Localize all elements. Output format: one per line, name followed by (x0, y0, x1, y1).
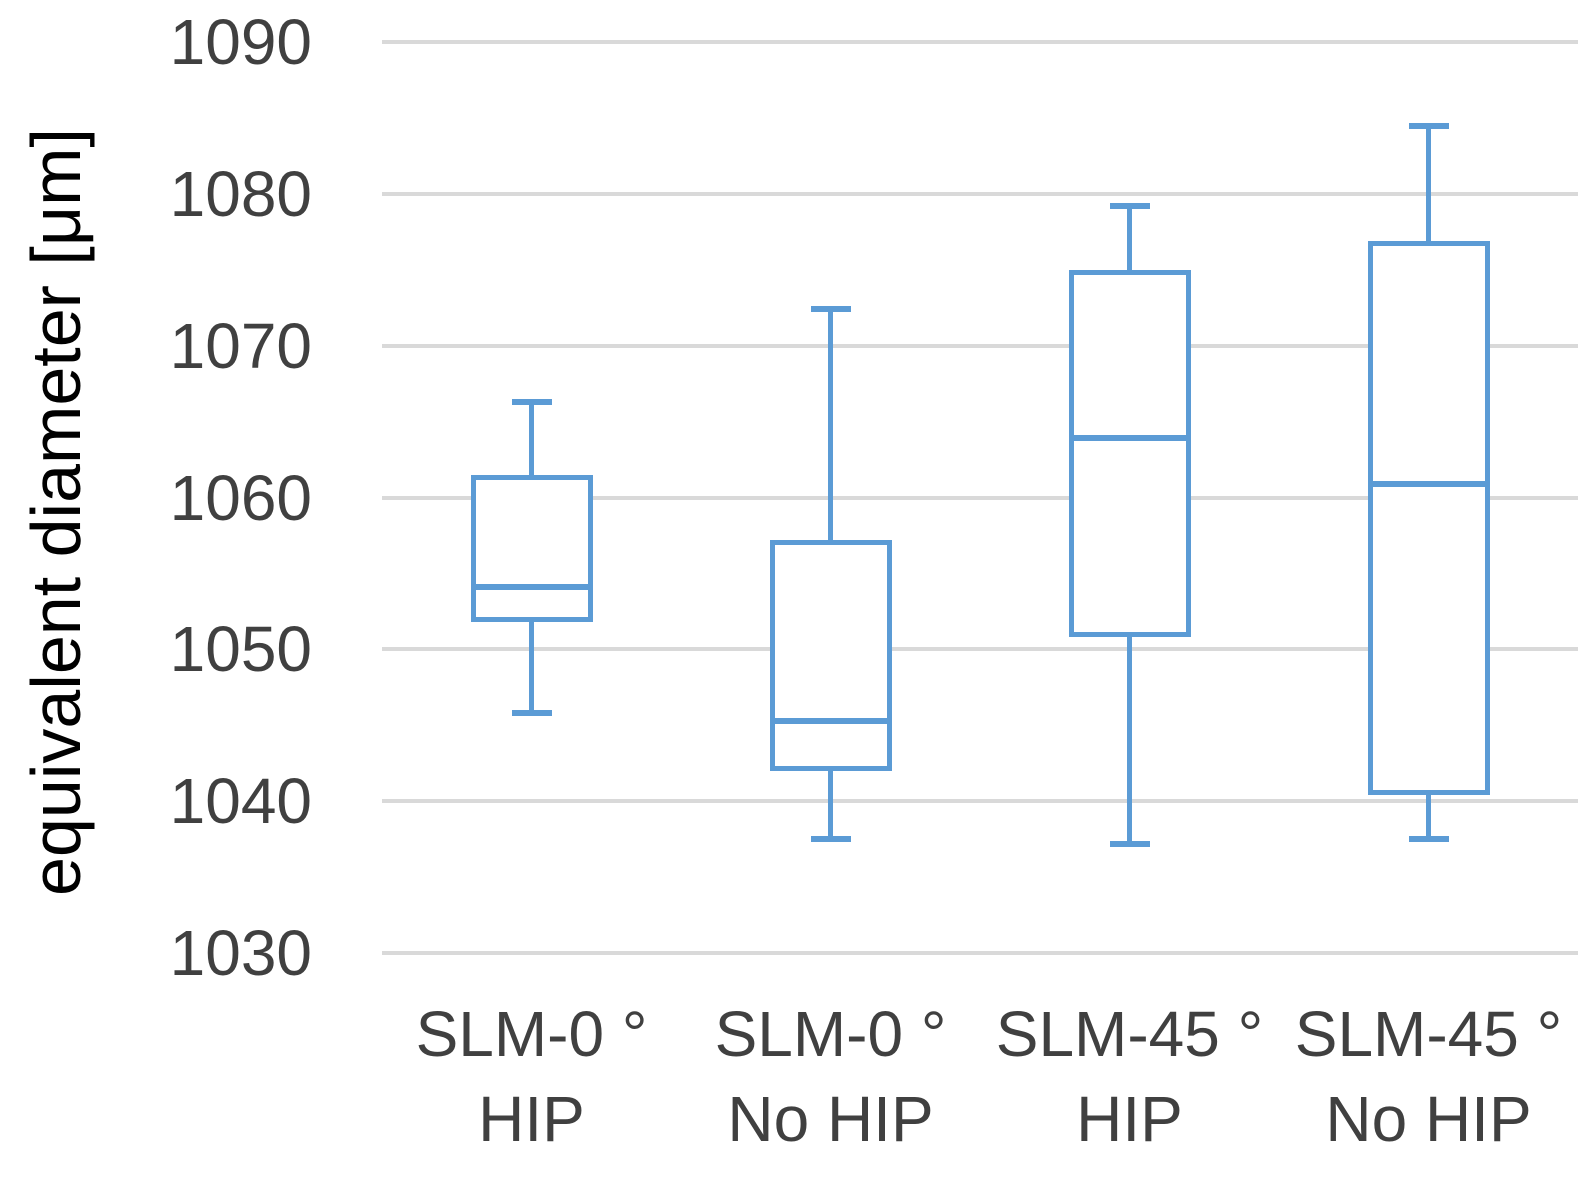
iqr-box (1068, 269, 1191, 638)
gridline-1090 (382, 40, 1578, 44)
gridline-1060 (382, 495, 1578, 500)
category-label-line2: No HIP (1325, 1083, 1532, 1155)
gridline-1030 (382, 951, 1578, 955)
category-label: SLM-45 ° No HIP (1209, 992, 1593, 1162)
category-label-line1: SLM-0 ° (714, 998, 947, 1070)
y-tick-label-1030: 1030 (169, 917, 312, 989)
whisker-stem-top (828, 309, 833, 540)
whisker-cap-bottom (810, 836, 851, 843)
iqr-box (1367, 240, 1490, 796)
whisker-cap-bottom (511, 710, 552, 717)
iqr-box (470, 474, 593, 622)
whisker-stem-bottom (529, 622, 534, 714)
iqr-box (769, 540, 892, 771)
y-tick-label-1040: 1040 (169, 765, 312, 838)
category-label-line2: HIP (1076, 1083, 1183, 1155)
y-tick-label-1070: 1070 (169, 309, 312, 382)
gridline-1040 (382, 799, 1578, 804)
median-line (1367, 480, 1490, 487)
category-label: SLM-45 ° HIP (910, 992, 1350, 1162)
whisker-stem-top (1127, 205, 1132, 270)
whisker-cap-bottom (1408, 836, 1449, 843)
y-tick-label-1080: 1080 (169, 157, 312, 230)
y-tick-label-1090: 1090 (169, 6, 312, 78)
whisker-stem-top (529, 401, 534, 475)
median-line (769, 717, 892, 724)
gridline-1070 (382, 343, 1578, 348)
whisker-stem-bottom (1127, 637, 1132, 844)
category-label-line2: HIP (478, 1083, 585, 1155)
median-line (1068, 435, 1191, 442)
gridline-1080 (382, 191, 1578, 196)
category-label-line2: No HIP (727, 1083, 934, 1155)
category-label-line1: SLM-45 ° (1294, 998, 1563, 1070)
category-label-line1: SLM-45 ° (995, 998, 1264, 1070)
whisker-stem-bottom (828, 770, 833, 840)
category-label-line1: SLM-0 ° (415, 998, 648, 1070)
category-label: SLM-0 ° No HIP (611, 992, 1051, 1162)
category-label: SLM-0 ° HIP (312, 992, 752, 1162)
whisker-cap-bottom (1109, 840, 1150, 847)
whisker-stem-bottom (1426, 795, 1431, 840)
y-tick-label-1060: 1060 (169, 461, 312, 534)
median-line (470, 584, 593, 591)
gridline-1050 (382, 647, 1578, 652)
whisker-stem-top (1426, 125, 1431, 241)
y-tick-label-1050: 1050 (169, 613, 312, 686)
